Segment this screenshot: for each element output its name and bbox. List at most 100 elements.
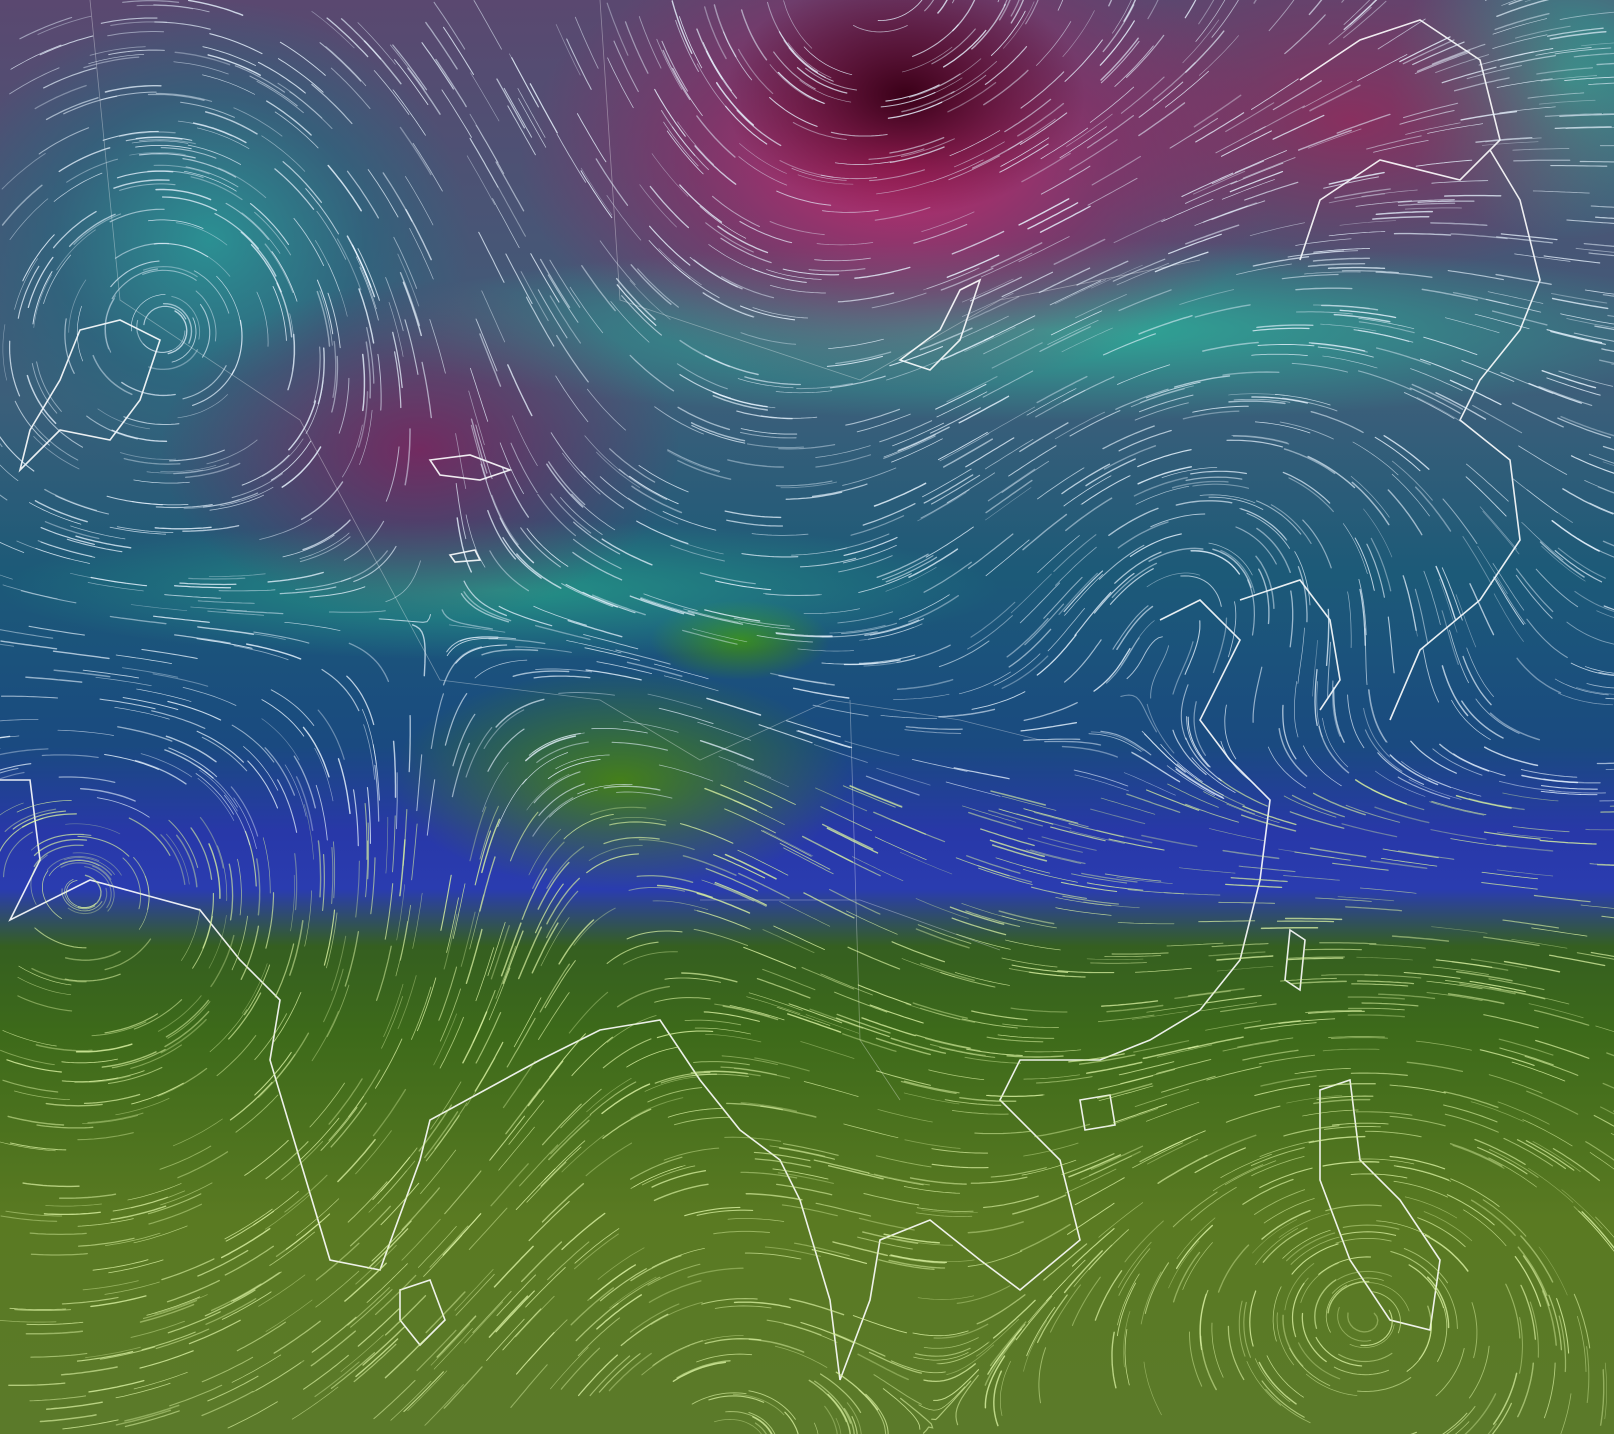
wind-streamline [207, 54, 262, 76]
wind-streamline [45, 1203, 102, 1207]
wind-streamline [696, 1353, 753, 1363]
wind-streamline [969, 276, 1022, 302]
wind-streamline [623, 951, 678, 965]
wind-streamline [0, 719, 39, 722]
wind-streamline [1342, 1224, 1400, 1230]
wind-streamline [240, 925, 260, 980]
wind-streamline [1165, 70, 1209, 108]
wind-streamline [1554, 678, 1609, 696]
wind-streamline [89, 1070, 145, 1082]
wind-streamline [124, 1404, 180, 1422]
wind-streamline [1535, 568, 1579, 608]
wind-streamline [446, 897, 459, 953]
wind-streamline [525, 735, 577, 762]
wind-streamline [1284, 917, 1343, 921]
wind-streamline [76, 305, 84, 362]
wind-streamline [726, 1102, 783, 1111]
wind-streamline [946, 254, 1000, 278]
wind-streamline [1105, 637, 1140, 684]
wind-streamline [216, 275, 242, 326]
wind-streamline [787, 1013, 842, 1033]
wind-streamline [1498, 780, 1555, 792]
wind-streamline [1349, 0, 1378, 25]
wind-streamline [1470, 1101, 1524, 1122]
wind-streamline [629, 475, 679, 505]
wind-streamline [820, 806, 872, 832]
wind-streamline [247, 760, 279, 809]
wind-streamline [399, 126, 432, 176]
wind-streamline [1302, 1109, 1359, 1117]
wind-streamline [926, 267, 980, 290]
wind-streamline [549, 295, 581, 344]
wind-streamline [1577, 1316, 1587, 1372]
wind-streamline [1314, 668, 1318, 727]
wind-streamline [1071, 1276, 1101, 1327]
wind-streamline [365, 840, 369, 898]
wind-streamline [754, 1057, 810, 1072]
wind-streamline [173, 61, 229, 75]
wind-streamline [877, 0, 923, 21]
wind-streamline [396, 772, 398, 830]
wind-streamline [1375, 770, 1426, 797]
wind-streamline [43, 254, 72, 304]
wind-streamline [201, 736, 248, 772]
wind-streamline [1138, 102, 1186, 137]
wind-streamline [466, 155, 496, 205]
wind-streamline [1538, 385, 1593, 406]
wind-streamline [48, 860, 100, 877]
wind-streamline [1260, 1022, 1317, 1030]
wind-streamline [928, 1069, 985, 1080]
wind-streamline [1513, 159, 1571, 162]
wind-streamline [1120, 76, 1165, 114]
wind-streamline [1322, 717, 1349, 768]
wind-streamline [88, 1379, 145, 1393]
wind-streamline [637, 268, 679, 308]
wind-streamline [1179, 289, 1235, 305]
wind-streamline [560, 1347, 601, 1390]
wind-streamline [1521, 774, 1579, 784]
wind-streamline [1294, 681, 1299, 738]
wind-streamline [1262, 1227, 1308, 1263]
wind-streamline [1426, 980, 1483, 990]
wind-streamline [455, 644, 508, 664]
wind-streamline [714, 1305, 772, 1309]
wind-streamline [900, 138, 955, 158]
wind-streamline [1010, 1007, 1068, 1013]
wind-streamline [434, 1102, 468, 1150]
wind-streamline [1114, 45, 1154, 87]
wind-streamline [392, 331, 403, 389]
wind-streamline [1514, 1255, 1542, 1307]
wind-streamline [1534, 1009, 1590, 1026]
wind-streamline [899, 1397, 934, 1434]
wind-streamline [929, 1043, 986, 1056]
wind-streamline [576, 113, 607, 163]
wind-streamline [938, 708, 996, 718]
wind-streamline [602, 1108, 652, 1139]
wind-streamline [537, 289, 568, 339]
wind-streamline [1180, 575, 1222, 607]
wind-streamline [1040, 165, 1091, 195]
wind-streamline [676, 1360, 731, 1379]
wind-streamline [177, 1151, 229, 1179]
wind-streamline [660, 109, 696, 156]
wind-streamline [490, 1163, 529, 1207]
wind-streamline [153, 4, 210, 13]
wind-streamline [1367, 689, 1387, 743]
wind-streamline [177, 120, 233, 137]
wind-streamline [287, 333, 296, 391]
wind-streamline [885, 566, 937, 592]
wind-streamline [1191, 757, 1236, 793]
wind-streamline [66, 879, 97, 908]
wind-streamline [720, 784, 773, 809]
wind-streamline [299, 532, 350, 560]
wind-streamline [70, 525, 126, 540]
wind-streamline [968, 811, 1024, 830]
wind-streamline [974, 1130, 1032, 1135]
wind-streamline [972, 140, 1023, 169]
wind-streamline [139, 1303, 195, 1323]
wind-streamline [915, 898, 969, 919]
wind-streamline [796, 382, 853, 390]
wind-streamline [92, 354, 133, 396]
wind-streamline [1437, 1276, 1458, 1329]
